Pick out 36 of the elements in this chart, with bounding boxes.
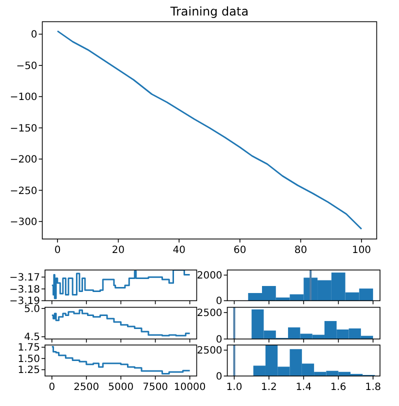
x-tick-label: 7500	[142, 382, 168, 393]
y-tick-label: −3.18	[9, 284, 40, 296]
y-tick-label: −300	[10, 217, 38, 228]
chart-title: Training data	[169, 4, 249, 19]
y-tick-label: 0	[216, 372, 222, 382]
x-tick-label: 1.8	[365, 382, 382, 393]
y-tick-label: 1.50	[18, 354, 40, 365]
x-tick-label: 100	[352, 245, 372, 256]
y-tick-label: −100	[10, 92, 38, 104]
y-tick-label: 1.25	[18, 365, 40, 376]
y-tick-label: 2000	[196, 270, 222, 282]
x-tick-label: 10000	[174, 382, 206, 393]
x-tick-label: 1.0	[226, 382, 242, 393]
x-tick-label: 80	[294, 245, 308, 256]
x-tick-label: 1.2	[260, 382, 277, 393]
x-tick-label: 0	[54, 245, 61, 256]
x-tick-label: 1.6	[330, 382, 346, 393]
y-tick-label: −3.17	[9, 272, 40, 284]
y-tick-label: 4.5	[24, 332, 40, 344]
x-tick-label: 2500	[74, 382, 100, 393]
x-tick-label: 1.4	[296, 382, 312, 393]
y-tick-label: 0	[30, 30, 38, 41]
y-tick-label: 0	[216, 296, 222, 308]
y-tick-label: −150	[10, 123, 38, 134]
y-tick-label: 2500	[196, 346, 222, 357]
y-tick-label: 1.75	[18, 342, 40, 354]
y-tick-label: 0	[216, 334, 222, 346]
y-tick-label: −200	[10, 154, 38, 166]
y-tick-label: −250	[10, 186, 38, 197]
x-tick-label: 5000	[108, 382, 134, 393]
y-tick-label: 2500	[196, 308, 222, 320]
x-tick-label: 40	[172, 245, 186, 256]
y-tick-label: −50	[16, 60, 38, 72]
x-tick-label: 60	[234, 245, 246, 256]
x-tick-label: 20	[112, 245, 125, 256]
x-tick-label: 0	[48, 382, 56, 393]
